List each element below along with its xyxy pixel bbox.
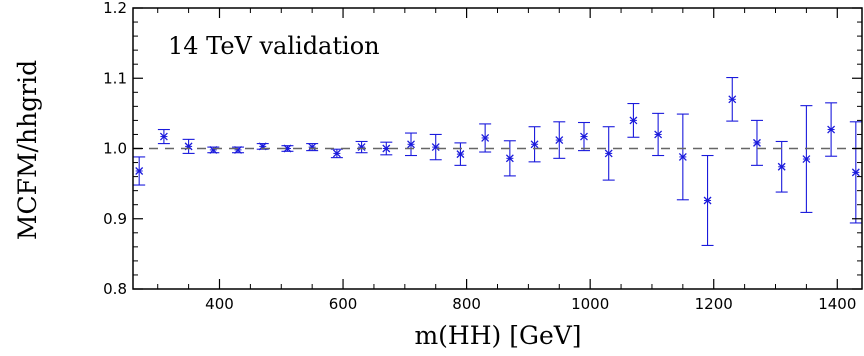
x-tick-label: 1000 [571,295,609,313]
data-point [577,121,590,152]
data-point [157,128,170,145]
data-point [553,121,566,159]
axis-ticks [133,7,862,290]
data-point [232,145,245,154]
data-point [602,126,615,181]
x-axis-title: m(HH) [GeV] [414,321,581,350]
data-marks [133,76,862,246]
data-point [380,141,393,156]
data-point [775,140,788,193]
x-tick-label: 1400 [818,295,856,313]
data-point [726,76,739,122]
data-point [405,132,418,157]
data-point [849,121,862,224]
y-axis-title: MCFM/hhgrid [13,60,42,240]
data-point [503,140,516,177]
y-tick-label: 0.8 [103,280,127,298]
y-tick-label: 1.2 [103,0,127,17]
x-tick-label: 800 [452,295,481,313]
data-point [627,102,640,138]
data-point [701,154,714,246]
data-point [355,140,368,154]
data-point [429,133,442,161]
data-point [133,156,146,186]
chart-annotation: 14 TeV validation [168,32,380,60]
y-tick-labels: 0.8 0.9 1.0 1.1 1.2 [103,0,127,298]
x-tick-label: 1200 [695,295,733,313]
data-point [207,145,220,154]
x-tick-label: 400 [205,295,234,313]
y-tick-label: 0.9 [103,210,127,228]
x-tick-label: 600 [329,295,358,313]
data-point [825,102,838,157]
data-point [676,113,689,201]
data-point [800,105,813,213]
data-point [652,112,665,157]
data-point [454,142,467,166]
data-point [306,143,319,152]
data-point [479,123,492,153]
data-point [528,126,541,163]
x-tick-labels: 400 600 800 1000 1200 1400 [205,295,856,313]
data-point [182,138,195,154]
data-point [750,119,763,166]
y-tick-label: 1.0 [103,140,127,158]
data-point [330,148,343,159]
y-tick-label: 1.1 [103,69,127,87]
